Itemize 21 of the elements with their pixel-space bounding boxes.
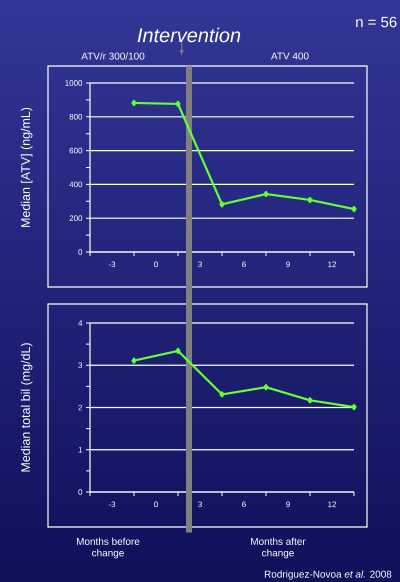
point xyxy=(263,384,269,390)
point xyxy=(219,391,225,398)
point xyxy=(263,190,269,198)
y-axis-title: Median total bil (mg/dL) xyxy=(20,343,32,472)
y-axis-title: Median [ATV] (ng/mL) xyxy=(20,108,32,227)
text: Rodriguez-Novoa et al. 2008 xyxy=(264,570,392,580)
point xyxy=(175,348,181,354)
text: Months before change xyxy=(76,538,140,558)
point xyxy=(131,100,137,106)
point xyxy=(307,196,313,204)
ref-line-label: Intervention xyxy=(138,28,240,42)
text: ATV 400 xyxy=(271,52,309,60)
text: Months after change xyxy=(251,538,306,558)
point xyxy=(131,358,137,364)
text: ATV/r 300/100 xyxy=(81,52,144,60)
text: n = 56 xyxy=(356,16,396,28)
point xyxy=(175,100,181,108)
point xyxy=(351,404,357,410)
point xyxy=(219,201,225,208)
point xyxy=(307,397,313,404)
point xyxy=(351,206,357,212)
